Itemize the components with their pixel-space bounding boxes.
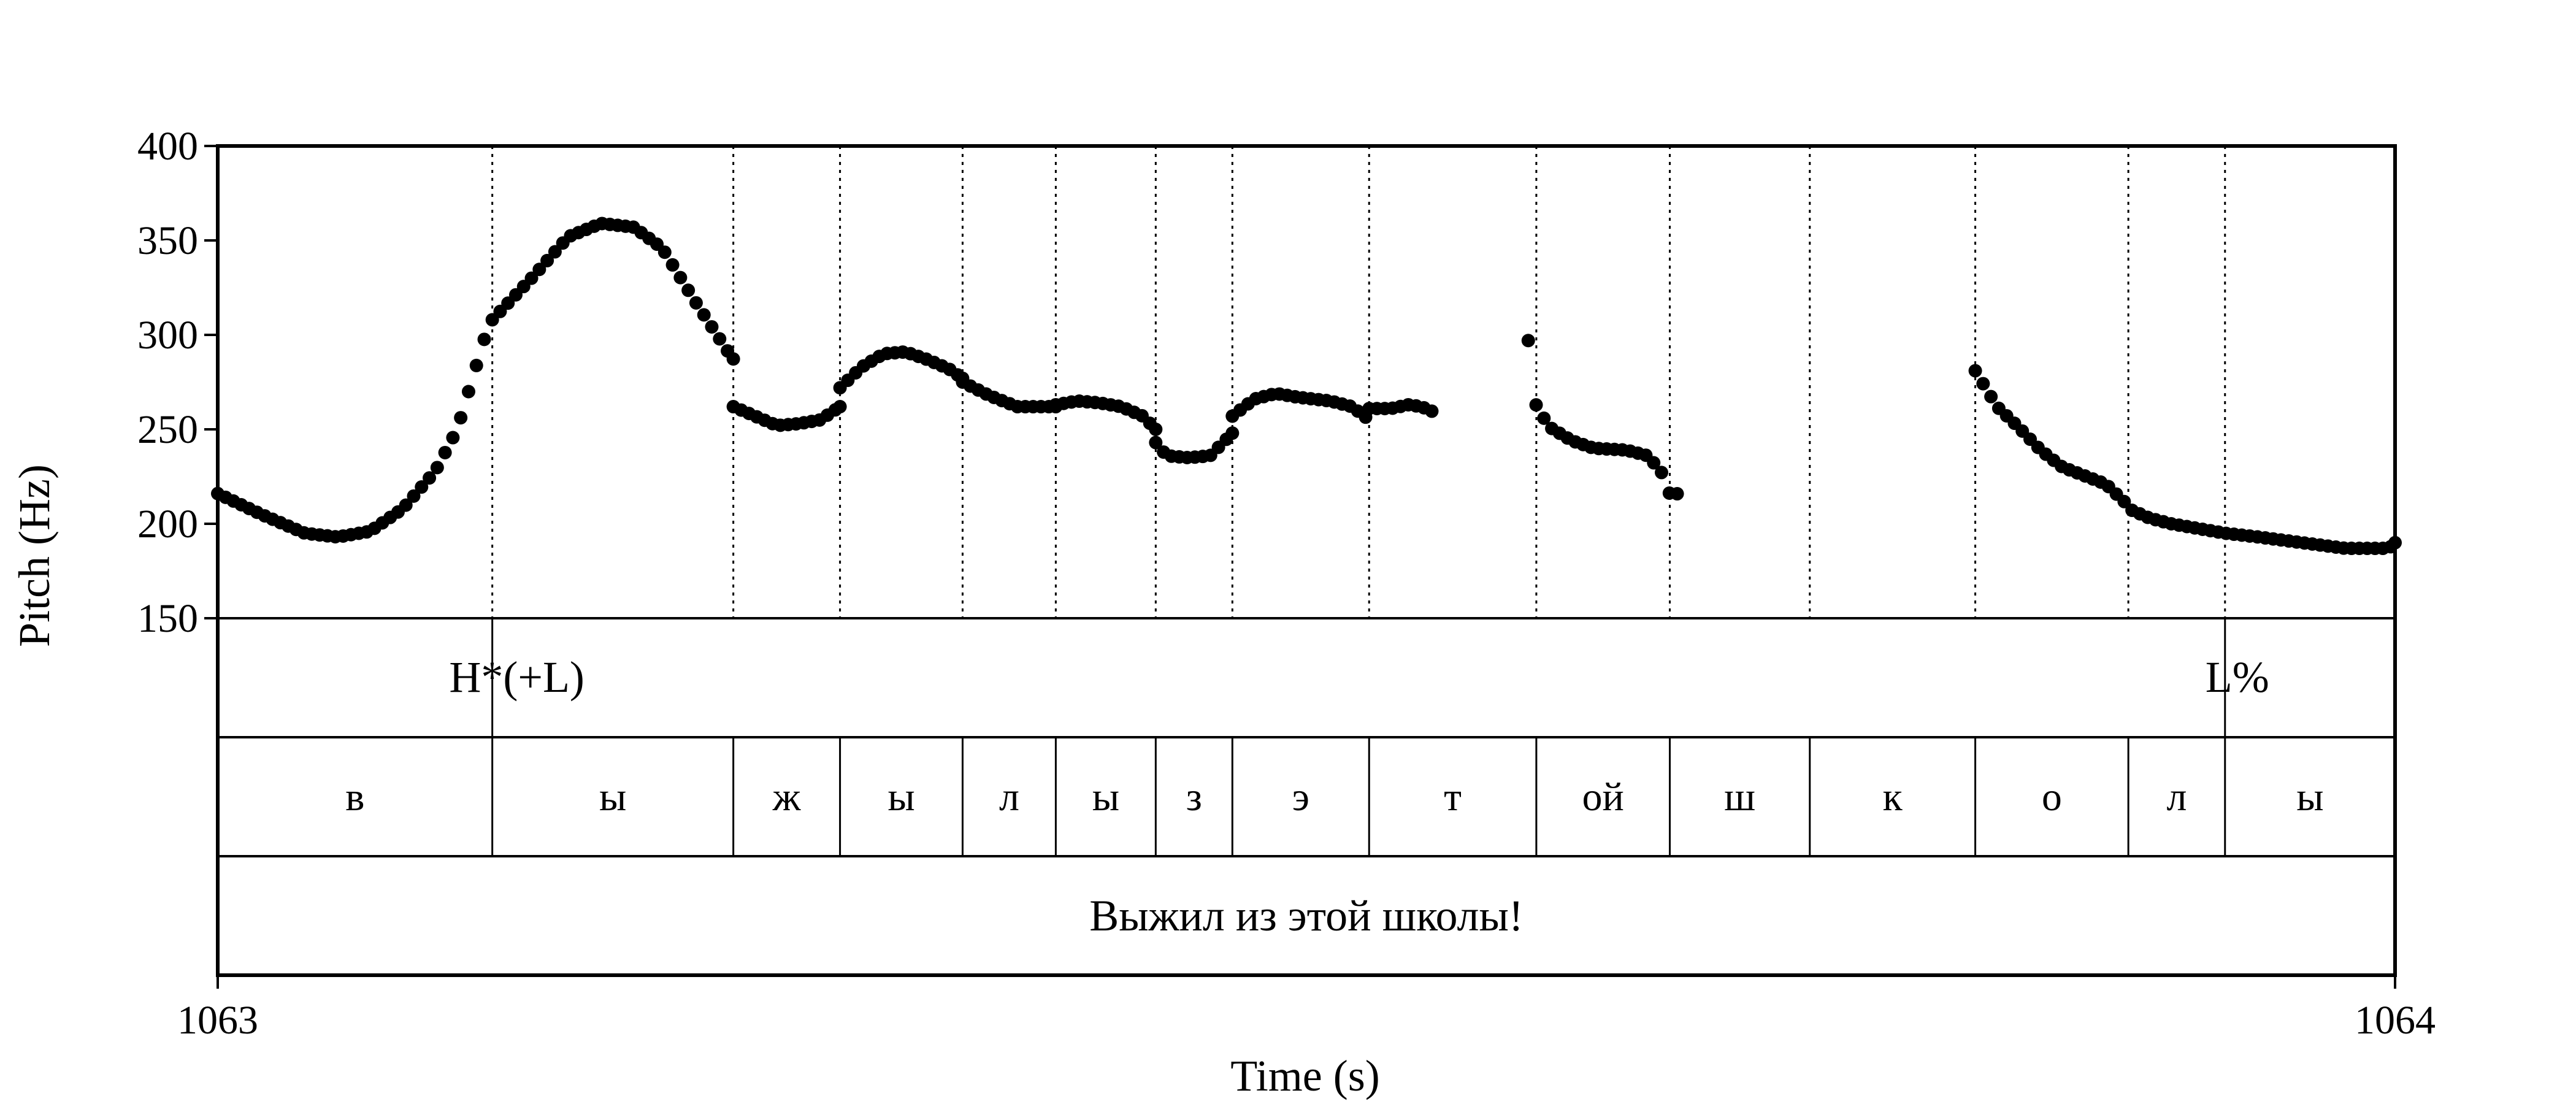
axis-ticks: [204, 145, 2396, 989]
pitch-point: [673, 270, 688, 285]
pitch-point: [524, 271, 539, 285]
pitch-point: [689, 296, 703, 310]
pitch-point: [1537, 411, 1551, 425]
pitch-point: [1647, 456, 1661, 470]
pitch-point: [1529, 398, 1543, 412]
plot-frame: [216, 144, 2397, 977]
pitch-point: [1149, 423, 1163, 436]
axis-tick-labels: 150 200 250 300 350 400 1063 1064: [137, 124, 2436, 1043]
pitch-point: [407, 489, 421, 503]
pitch-point: [1225, 426, 1240, 440]
segment-label: э: [1292, 775, 1309, 819]
pitch-point: [2117, 494, 2131, 508]
segment-label: т: [1444, 775, 1462, 819]
pitch-point: [540, 253, 554, 267]
pitch-point: [454, 411, 468, 425]
pitch-point: [2388, 535, 2402, 550]
pitch-point: [415, 480, 429, 494]
pitch-point: [399, 498, 413, 512]
segment-label: ш: [1724, 775, 1755, 819]
pitch-point: [705, 320, 719, 334]
y-tick-label: 200: [137, 502, 198, 546]
tier-boundaries: [216, 144, 2397, 977]
segment-label: в: [345, 775, 364, 819]
y-tick-label: 350: [137, 218, 198, 263]
segment-label: ы: [2296, 775, 2323, 819]
pitch-point: [1968, 364, 1982, 378]
pitch-point: [1655, 466, 1669, 480]
x-tick-label: 1064: [2355, 998, 2436, 1043]
y-tick-label: 400: [137, 124, 198, 169]
pitch-point: [430, 461, 444, 475]
tone-label: H*(+L): [449, 653, 585, 702]
pitch-point: [532, 263, 546, 277]
y-tick-label: 250: [137, 407, 198, 452]
y-axis-label: Pitch (Hz): [10, 464, 59, 647]
pitch-point: [438, 445, 452, 459]
pitch-point: [548, 245, 562, 259]
sentence-label: Выжил из этой школы!: [1089, 891, 1524, 940]
segment-label: о: [2042, 775, 2062, 819]
segment-label: л: [2166, 775, 2187, 819]
tier-labels: H*(+L) L% в ы ж ы л ы з э т ой ш к о л ы Выжил из этой шк…: [345, 653, 2323, 940]
segment-label: ы: [887, 775, 914, 819]
x-tick-label: 1063: [177, 998, 258, 1043]
pitch-point: [1670, 487, 1684, 501]
pitch-points: [211, 217, 2402, 556]
pitch-point: [681, 283, 696, 297]
pitch-point: [423, 471, 437, 485]
pitch-point: [461, 385, 475, 399]
pitch-point: [657, 245, 672, 259]
pitch-point: [713, 332, 727, 346]
pitch-point: [446, 431, 460, 445]
pitch-point: [469, 358, 483, 372]
segment-label: л: [999, 775, 1019, 819]
segment-label: з: [1186, 775, 1202, 819]
segment-label: ы: [1092, 775, 1119, 819]
y-tick-label: 150: [137, 596, 198, 641]
pitch-point: [1149, 435, 1163, 450]
pitch-point: [697, 308, 711, 322]
pitch-point: [665, 258, 680, 272]
tone-label: L%: [2206, 653, 2269, 702]
segment-label: ы: [599, 775, 626, 819]
segment-boundary-lines: [491, 146, 2226, 618]
pitch-point: [833, 400, 847, 414]
pitch-point: [477, 332, 491, 347]
x-axis-label: Time (s): [1230, 1051, 1379, 1100]
pitch-point: [726, 352, 740, 366]
segment-label: ой: [1582, 775, 1624, 819]
pitch-point: [1976, 377, 1990, 391]
y-tick-label: 300: [137, 313, 198, 358]
pitch-point: [1521, 334, 1535, 348]
pitch-point: [1425, 404, 1439, 418]
segment-label: ж: [772, 775, 801, 819]
segment-label: к: [1883, 775, 1903, 819]
pitch-point: [1984, 389, 1998, 404]
